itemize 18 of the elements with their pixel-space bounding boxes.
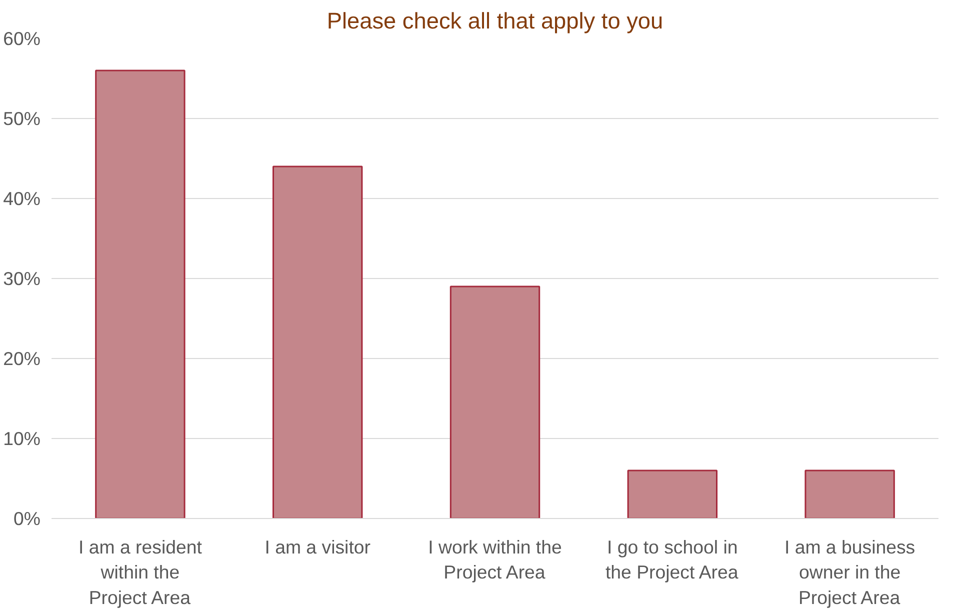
- y-tick-label: 30%: [3, 268, 41, 289]
- bar: [272, 166, 363, 518]
- y-tick-label: 40%: [3, 188, 41, 209]
- bar: [804, 470, 895, 518]
- y-tick-label: 20%: [3, 348, 41, 369]
- x-tick-label: I am a resident within the Project Area: [78, 536, 203, 608]
- bar: [627, 470, 718, 518]
- bar: [450, 286, 540, 518]
- x-tick-label: I go to school in the Project Area: [606, 536, 739, 583]
- y-tick-label: 60%: [3, 28, 41, 49]
- x-tick-label: I am a business owner in the Project Area: [784, 536, 916, 608]
- y-tick-label: 10%: [3, 428, 41, 449]
- x-tick-label: I am a visitor: [264, 536, 370, 558]
- y-tick-label: 50%: [3, 108, 41, 129]
- bar: [95, 70, 186, 518]
- chart-title: Please check all that apply to you: [326, 8, 664, 34]
- x-tick-label: I work within the Project Area: [428, 536, 562, 583]
- y-tick-label: 0%: [14, 508, 41, 529]
